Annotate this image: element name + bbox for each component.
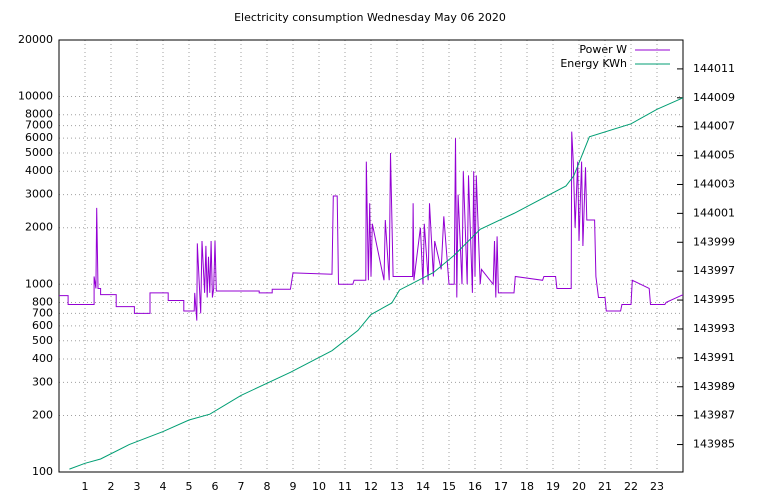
y2-tick-label: 143987 <box>693 409 735 422</box>
y-tick-label: 4000 <box>25 164 53 177</box>
x-tick-label: 20 <box>572 480 586 493</box>
y2-tick-label: 144005 <box>693 149 735 162</box>
series-line <box>59 131 684 321</box>
y-tick-label: 100 <box>32 465 53 478</box>
y-tick-label: 800 <box>32 295 53 308</box>
y-tick-label: 2000 <box>25 221 53 234</box>
y2-tick-label: 144001 <box>693 206 735 219</box>
y-tick-label: 600 <box>32 319 53 332</box>
y2-tick-label: 143989 <box>693 380 735 393</box>
y2-tick-label: 143997 <box>693 264 735 277</box>
x-tick-label: 3 <box>134 480 141 493</box>
x-tick-label: 14 <box>416 480 430 493</box>
y-tick-label: 500 <box>32 334 53 347</box>
y2-tick-label: 143999 <box>693 235 735 248</box>
chart-title: Electricity consumption Wednesday May 06… <box>234 11 506 24</box>
x-tick-label: 19 <box>546 480 560 493</box>
y2-tick-label: 144011 <box>693 62 735 75</box>
y-tick-label: 7000 <box>25 119 53 132</box>
y-tick-label: 3000 <box>25 188 53 201</box>
x-tick-label: 4 <box>160 480 167 493</box>
x-tick-label: 12 <box>364 480 378 493</box>
x-tick-label: 16 <box>468 480 482 493</box>
y-tick-label: 300 <box>32 375 53 388</box>
y-tick-label: 200 <box>32 408 53 421</box>
x-tick-label: 22 <box>624 480 638 493</box>
y-tick-label: 20000 <box>18 33 53 46</box>
y2-tick-label: 143995 <box>693 293 735 306</box>
y-tick-label: 1000 <box>25 277 53 290</box>
x-tick-label: 15 <box>442 480 456 493</box>
x-tick-label: 5 <box>186 480 193 493</box>
y-tick-label: 700 <box>32 306 53 319</box>
x-tick-label: 17 <box>494 480 508 493</box>
x-tick-label: 10 <box>312 480 326 493</box>
x-tick-label: 1 <box>82 480 89 493</box>
series-line <box>69 97 684 470</box>
x-tick-label: 2 <box>108 480 115 493</box>
x-tick-label: 23 <box>650 480 664 493</box>
y2-tick-label: 144003 <box>693 177 735 190</box>
plot-frame <box>58 39 684 473</box>
y2-tick-label: 143993 <box>693 322 735 335</box>
y2-tick-label: 143991 <box>693 351 735 364</box>
y2-tick-label: 144007 <box>693 120 735 133</box>
x-tick-label: 9 <box>290 480 297 493</box>
legend-label: Power W <box>579 43 627 56</box>
y2-tick-label: 143985 <box>693 438 735 451</box>
y-tick-label: 8000 <box>25 108 53 121</box>
x-tick-label: 18 <box>520 480 534 493</box>
x-tick-label: 11 <box>338 480 352 493</box>
y-tick-label: 5000 <box>25 146 53 159</box>
y-tick-label: 10000 <box>18 90 53 103</box>
y-tick-label: 400 <box>32 352 53 365</box>
x-tick-label: 6 <box>212 480 219 493</box>
legend-label: Energy KWh <box>560 57 627 70</box>
y-tick-label: 6000 <box>25 131 53 144</box>
x-tick-label: 8 <box>264 480 271 493</box>
y2-tick-label: 144009 <box>693 91 735 104</box>
x-tick-label: 21 <box>598 480 612 493</box>
x-tick-label: 7 <box>238 480 245 493</box>
x-tick-label: 13 <box>390 480 404 493</box>
